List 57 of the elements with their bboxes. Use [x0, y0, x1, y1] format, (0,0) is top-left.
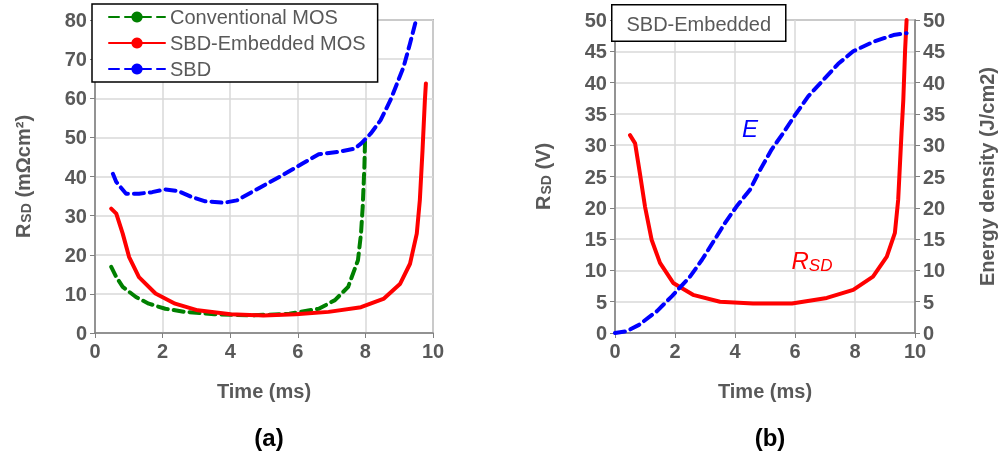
- y2-tick-label: 20: [923, 196, 946, 219]
- y2-tick-label: 45: [923, 40, 946, 63]
- x-tick-label: 6: [789, 340, 801, 362]
- y2-tick-label: 40: [923, 71, 946, 94]
- x-tick-label: 8: [359, 340, 371, 362]
- legend-label: SBD-Embedded MOS: [170, 32, 366, 54]
- x-tick-label: 2: [669, 340, 681, 362]
- x-tick-label: 10: [421, 340, 445, 362]
- y-tick-label: 30: [584, 134, 607, 157]
- x-tick-label: 6: [292, 340, 304, 362]
- x-axis-title: Time (ms): [216, 380, 312, 402]
- legend-label: SBD: [170, 58, 212, 80]
- y2-tick-label: 10: [923, 259, 946, 282]
- y-tick-label: 50: [584, 9, 607, 31]
- y-axis-title: RSD (V): [532, 142, 554, 211]
- y-tick-label: 70: [64, 48, 87, 71]
- x-tick-label: 4: [224, 340, 237, 362]
- x-tick-label: 2: [157, 340, 169, 362]
- y-tick-label: 30: [64, 204, 87, 227]
- y-tick-label: 40: [584, 71, 607, 94]
- x-tick-label: 0: [89, 340, 101, 362]
- text: (a): [254, 423, 284, 451]
- y2-tick-label: 50: [923, 9, 946, 31]
- y2-tick-label: 5: [923, 290, 935, 313]
- y2-tick-label: 35: [923, 102, 946, 125]
- y-tick-label: 0: [75, 322, 87, 344]
- x-tick-label: 4: [729, 340, 742, 362]
- y-tick-label: 50: [64, 126, 87, 149]
- y-tick-label: 45: [584, 40, 607, 63]
- y-tick-label: 15: [584, 228, 607, 251]
- y2-tick-label: 15: [923, 228, 946, 251]
- y2-axis-title: Energy density (J/cm2): [976, 67, 998, 286]
- x-tick-label: 0: [609, 340, 621, 362]
- line-series: [613, 31, 909, 335]
- annotation: SBD-Embedded: [626, 12, 772, 35]
- y-tick-label: 40: [64, 165, 87, 188]
- text: (b): [754, 423, 786, 451]
- y-tick-label: 80: [64, 9, 87, 31]
- y-tick-label: 5: [595, 290, 607, 313]
- y-axis-title: RSD (mΩcm²): [12, 114, 34, 239]
- line-series: [109, 138, 368, 318]
- y-tick-label: 10: [584, 259, 607, 282]
- x-axis-title: Time (ms): [717, 380, 813, 402]
- y2-tick-label: 25: [923, 165, 946, 188]
- line-series: [628, 18, 909, 306]
- y-tick-label: 20: [64, 243, 87, 266]
- y-tick-label: 0: [595, 322, 607, 344]
- legend-label: Conventional MOS: [170, 6, 338, 28]
- y-tick-label: 60: [64, 87, 87, 110]
- y-tick-label: 25: [584, 165, 607, 188]
- y2-tick-label: 30: [923, 134, 946, 157]
- y-tick-label: 10: [64, 282, 87, 305]
- line-series: [109, 81, 428, 318]
- x-tick-label: 8: [849, 340, 861, 362]
- y-tick-label: 35: [584, 102, 607, 125]
- y-tick-label: 20: [584, 196, 607, 219]
- series-label: E: [741, 114, 759, 142]
